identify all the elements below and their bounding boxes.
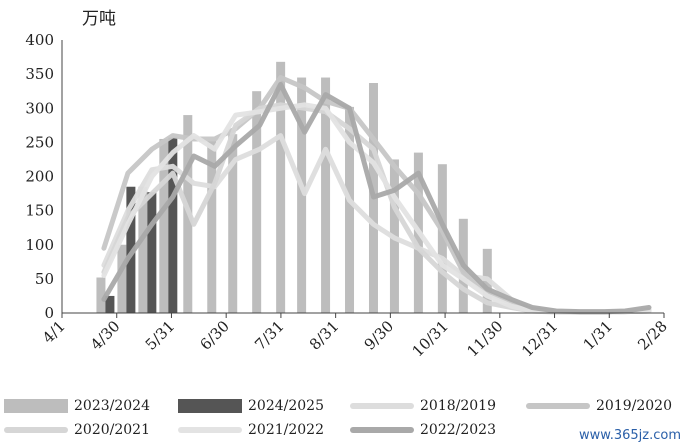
legend-item-2020-2021: 2020/2021 <box>4 422 150 438</box>
legend-label: 2021/2022 <box>248 422 324 438</box>
legend-swatch <box>4 399 68 413</box>
y-tick-label: 0 <box>44 304 54 322</box>
legend: 2023/2024 2024/2025 2018/2019 2019/2020 … <box>0 392 687 447</box>
series-line <box>101 81 652 315</box>
legend-label: 2024/2025 <box>248 398 324 414</box>
x-tick-label: 9/30 <box>361 317 398 354</box>
bar <box>117 244 127 313</box>
bar <box>228 134 238 313</box>
legend-item-2019-2020: 2019/2020 <box>526 398 672 414</box>
x-tick-label: 1/31 <box>580 317 617 354</box>
x-tick-label: 11/30 <box>463 317 506 360</box>
x-tick-label: 10/31 <box>409 317 452 360</box>
y-tick-label: 150 <box>25 202 54 220</box>
legend-item-2023-2024: 2023/2024 <box>4 398 150 414</box>
legend-swatch <box>178 427 242 433</box>
legend-label: 2020/2021 <box>74 422 150 438</box>
bar <box>96 277 106 313</box>
bar <box>207 141 217 313</box>
x-tick-label: 4/30 <box>87 317 124 354</box>
legend-item-2024-2025: 2024/2025 <box>178 398 324 414</box>
y-tick-label: 200 <box>25 168 54 186</box>
legend-label: 2022/2023 <box>420 422 496 438</box>
y-tick-label: 350 <box>25 65 54 83</box>
bar <box>147 192 157 313</box>
y-tick-label: 400 <box>25 31 54 49</box>
bar <box>105 295 115 313</box>
x-tick-label: 12/31 <box>518 317 561 360</box>
x-axis: 4/1 4/30 5/31 6/30 7/31 8/31 9/30 10/31 11/30 12/… <box>39 312 671 360</box>
legend-label: 2023/2024 <box>74 398 150 414</box>
x-tick-label: 2/28 <box>634 317 671 354</box>
line-series <box>101 75 652 315</box>
legend-item-2021-2022: 2021/2022 <box>178 422 324 438</box>
y-tick-label: 100 <box>25 236 54 254</box>
y-unit-label: 万吨 <box>82 9 116 29</box>
bar <box>252 91 262 313</box>
legend-swatch <box>350 403 414 409</box>
legend-swatch <box>526 403 590 409</box>
bar <box>168 137 178 313</box>
bar <box>276 61 286 314</box>
legend-label: 2019/2020 <box>596 398 672 414</box>
bar <box>321 77 331 313</box>
legend-swatch <box>4 427 68 433</box>
y-tick-label: 250 <box>25 133 54 151</box>
y-tick-label: 300 <box>25 99 54 117</box>
bar <box>297 77 307 313</box>
x-tick-label: 7/31 <box>251 317 288 354</box>
bar <box>138 186 148 313</box>
x-tick-label: 5/31 <box>142 317 179 354</box>
bar <box>437 164 447 313</box>
bar <box>345 106 355 313</box>
legend-item-2022-2023: 2022/2023 <box>350 422 496 438</box>
legend-item-2018-2019: 2018/2019 <box>350 398 496 414</box>
y-axis: 0 50 100 150 200 250 300 350 400 <box>25 31 63 322</box>
legend-swatch <box>178 399 242 413</box>
y-tick-label: 50 <box>35 270 54 288</box>
x-tick-label: 6/30 <box>196 317 233 354</box>
bar <box>159 138 169 313</box>
legend-label: 2018/2019 <box>420 398 496 414</box>
x-tick-label: 8/31 <box>306 317 343 354</box>
legend-swatch <box>350 427 414 433</box>
watermark: www.365jz.com <box>579 428 681 443</box>
